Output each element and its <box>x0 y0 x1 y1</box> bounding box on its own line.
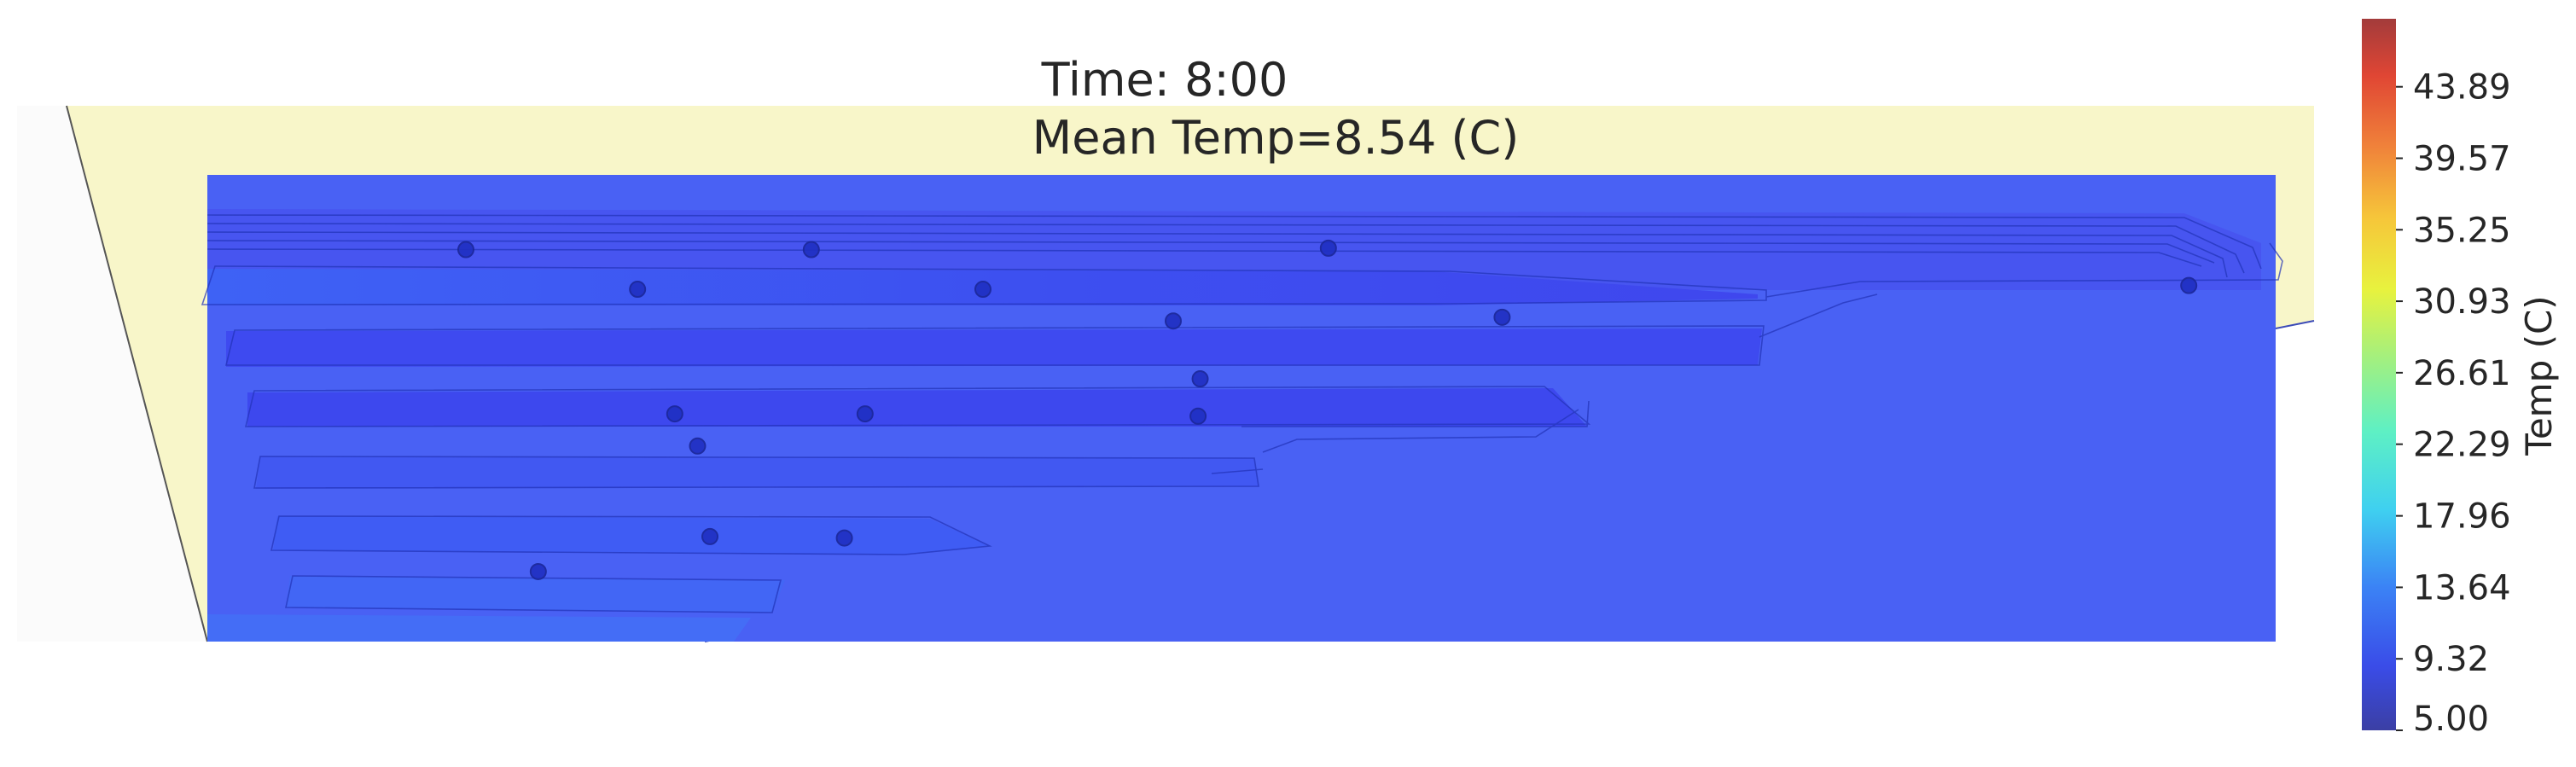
colorbar-tick-label-9: 39.57 <box>2413 140 2511 179</box>
domain-edge-left <box>66 105 208 642</box>
chart-title-time: Time: 8:00 <box>1041 53 1288 107</box>
colorbar-tick-label-4: 17.96 <box>2413 497 2511 537</box>
sensor-point-3 <box>1319 239 1337 257</box>
colorbar <box>2362 19 2396 730</box>
sensor-point-14 <box>701 527 719 545</box>
sensor-point-5 <box>974 281 991 299</box>
colorbar-label: Temp (C) <box>2518 295 2560 456</box>
colorbar-tick-label-2: 9.32 <box>2413 640 2489 679</box>
colorbar-tick-label-10: 43.89 <box>2413 68 2511 107</box>
colorbar-ticks: 5.00 9.32 13.64 17.96 22.29 26.61 30.93 35.25 39… <box>2396 68 2511 739</box>
sensor-point-12 <box>1189 407 1207 425</box>
sensor-point-16 <box>529 562 547 580</box>
sensor-point-4 <box>629 281 647 299</box>
sensor-points <box>457 239 2198 580</box>
sensor-point-9 <box>1191 370 1209 388</box>
contour-lines <box>201 214 2283 613</box>
sensor-point-8 <box>2180 276 2198 294</box>
sensor-point-13 <box>689 437 707 455</box>
colorbar-tick-label-7: 30.93 <box>2413 282 2511 322</box>
colorbar-tick-label-1: 5.00 <box>2413 700 2489 739</box>
sensor-point-6 <box>1165 312 1183 330</box>
sensor-point-2 <box>802 241 820 259</box>
domain-background-left <box>17 106 207 642</box>
sensor-point-7 <box>1493 308 1511 326</box>
sensor-point-1 <box>457 241 474 259</box>
colorbar-tick-label-3: 13.64 <box>2413 568 2511 607</box>
sensor-point-15 <box>835 529 853 547</box>
sensor-point-10 <box>666 405 683 423</box>
sensor-point-11 <box>856 405 874 423</box>
colorbar-tick-label-6: 26.61 <box>2413 354 2511 393</box>
contour-bands <box>207 209 2261 642</box>
colorbar-tick-label-5: 22.29 <box>2413 426 2511 465</box>
colorbar-tick-label-8: 35.25 <box>2413 211 2511 250</box>
chart-title-mean-temp: Mean Temp=8.54 (C) <box>1032 111 1520 165</box>
